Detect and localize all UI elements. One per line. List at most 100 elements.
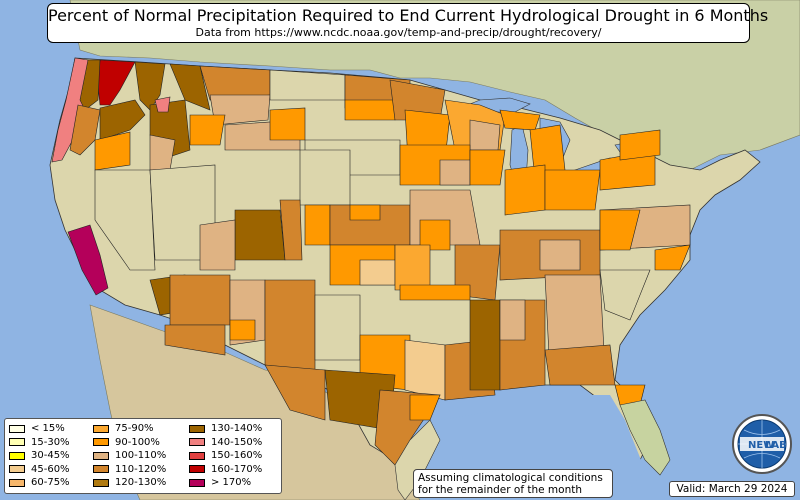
division-ks-west [304, 204, 331, 246]
division-sd-east [344, 99, 396, 121]
legend-swatch [9, 465, 25, 474]
division-tx-west [264, 364, 326, 421]
legend-label: 150-160% [211, 450, 263, 462]
division-ny [619, 129, 661, 161]
division-wy-orange [269, 107, 306, 141]
valid-date: Valid: March 29 2024 [669, 481, 795, 497]
division-or-central [99, 99, 146, 141]
legend-swatch [93, 451, 109, 460]
legend-item: 15-30% [9, 436, 93, 450]
legend-item: 45-60% [9, 463, 93, 477]
legend-swatch [93, 465, 109, 474]
legend-label: 110-120% [115, 463, 167, 475]
legend-swatch [189, 478, 205, 487]
legend-label: 130-140% [211, 423, 263, 435]
division-in [504, 164, 546, 216]
legend-swatch [9, 478, 25, 487]
legend-label: > 170% [211, 477, 252, 489]
legend-label: 60-75% [31, 477, 70, 489]
legend-swatch [93, 438, 109, 447]
legend-label: 160-170% [211, 463, 263, 475]
division-nc-coast [654, 244, 691, 271]
division-tx-panhandle [314, 294, 361, 361]
legend-swatch [93, 424, 109, 433]
division-ga-brown [544, 344, 616, 386]
legend-item: 110-120% [93, 463, 189, 477]
division-tx-east [404, 339, 446, 401]
legend-label: 75-90% [115, 423, 154, 435]
map-subtitle: Data from https://www.ncdc.noaa.gov/temp… [195, 26, 602, 39]
legend-swatch [9, 451, 25, 460]
legend-label: 120-130% [115, 477, 167, 489]
assumption-note-line1: Assuming climatological conditions [418, 472, 603, 484]
legend-item: 90-100% [93, 436, 189, 450]
division-ms [469, 299, 501, 391]
division-co-east [299, 149, 351, 206]
division-nm-orange [229, 319, 256, 341]
logo-text-bottom: LAB [765, 440, 787, 451]
logo-text-band [740, 437, 784, 451]
legend-item: < 15% [9, 422, 93, 436]
division-ia-tan [439, 159, 471, 186]
division-or-west [69, 104, 101, 156]
assumption-note-line2: for the remainder of the month [418, 484, 583, 496]
division-id-north [134, 61, 166, 111]
division-wy-west [189, 114, 226, 146]
legend-item: 120-130% [93, 476, 189, 490]
division-nm-east [264, 279, 316, 371]
division-tx-ok-border [399, 284, 471, 301]
map-title: Percent of Normal Precipitation Required… [48, 6, 769, 25]
division-co-west [234, 209, 286, 261]
florida-peninsula [619, 399, 671, 476]
title-box: Percent of Normal Precipitation Required… [47, 3, 769, 43]
division-ok-tan [359, 259, 396, 286]
division-mo-orange [419, 219, 451, 251]
legend-item: 130-140% [189, 422, 279, 436]
legend-swatch [189, 451, 205, 460]
legend-swatch [189, 465, 205, 474]
division-ok-east [394, 244, 431, 291]
legend: < 15% 15-30% 30-45% 45-60% 60-75% 75-90% 90-10… [4, 418, 282, 494]
division-az-south [164, 324, 226, 356]
legend-label: 100-110% [115, 450, 167, 462]
legend-label: 45-60% [31, 463, 70, 475]
legend-swatch [9, 438, 25, 447]
logo-text-top: NEW [748, 440, 774, 451]
legend-label: 30-45% [31, 450, 70, 462]
division-or-east [94, 131, 131, 171]
division-ks-orange [349, 204, 381, 221]
assumption-note: Assuming climatological conditions for t… [413, 469, 613, 498]
legend-item: 150-160% [189, 449, 279, 463]
division-il-north [469, 149, 506, 186]
legend-label: 90-100% [115, 436, 160, 448]
division-wi-lt [469, 119, 501, 151]
legend-label: 15-30% [31, 436, 70, 448]
division-oh [544, 169, 601, 211]
legend-label: 140-150% [211, 436, 263, 448]
division-sc [599, 269, 651, 321]
legend-item: 75-90% [93, 422, 189, 436]
legend-item: 160-170% [189, 463, 279, 477]
legend-item: 140-150% [189, 436, 279, 450]
legend-item: > 170% [189, 476, 279, 490]
legend-swatch [9, 424, 25, 433]
legend-item: 60-75% [9, 476, 93, 490]
gulf-coast-patch [394, 419, 441, 500]
division-nv-south [94, 169, 156, 271]
division-nd [269, 69, 346, 101]
legend-item: 30-45% [9, 449, 93, 463]
legend-swatch [93, 478, 109, 487]
legend-swatch [189, 424, 205, 433]
legend-item: 100-110% [93, 449, 189, 463]
division-mt-west [169, 63, 211, 111]
division-az-central [169, 274, 231, 326]
division-ca-central [67, 224, 109, 296]
legend-label: < 15% [31, 423, 65, 435]
legend-swatch [189, 438, 205, 447]
division-ut-east [199, 219, 236, 271]
division-va-orange [599, 209, 641, 251]
division-tn-tan [539, 239, 581, 271]
division-co-south [279, 199, 303, 261]
newlab-logo: NEW LAB [732, 414, 792, 474]
